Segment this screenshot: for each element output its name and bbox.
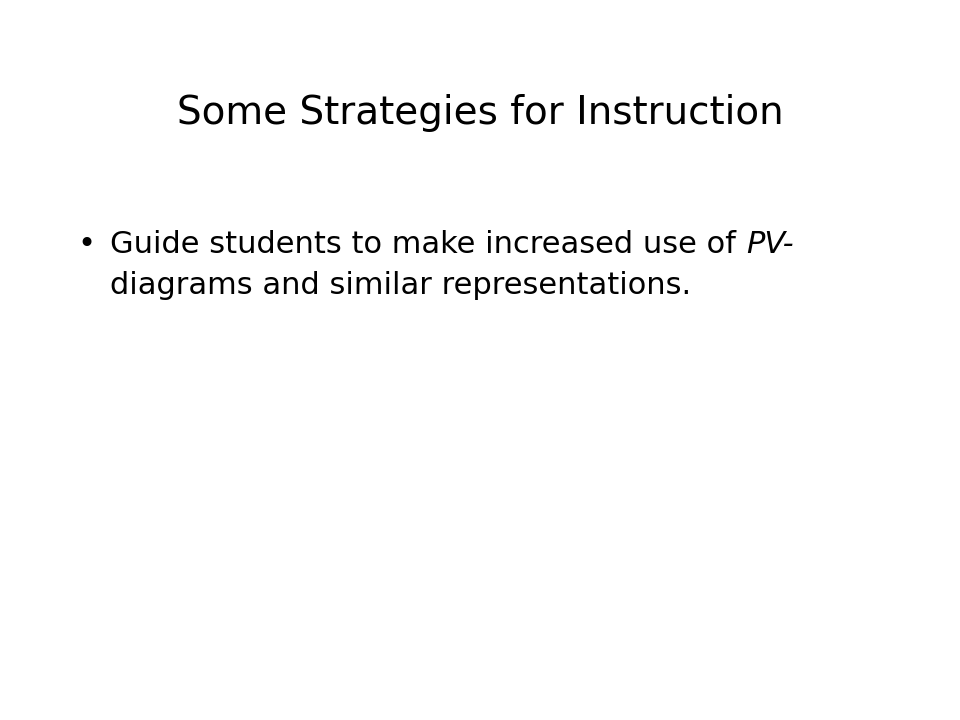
Text: •: • bbox=[78, 230, 95, 259]
Text: diagrams and similar representations.: diagrams and similar representations. bbox=[110, 271, 691, 300]
Text: Guide students to make increased use of: Guide students to make increased use of bbox=[110, 230, 746, 259]
Text: Some Strategies for Instruction: Some Strategies for Instruction bbox=[177, 94, 783, 132]
Text: PV-: PV- bbox=[746, 230, 794, 259]
